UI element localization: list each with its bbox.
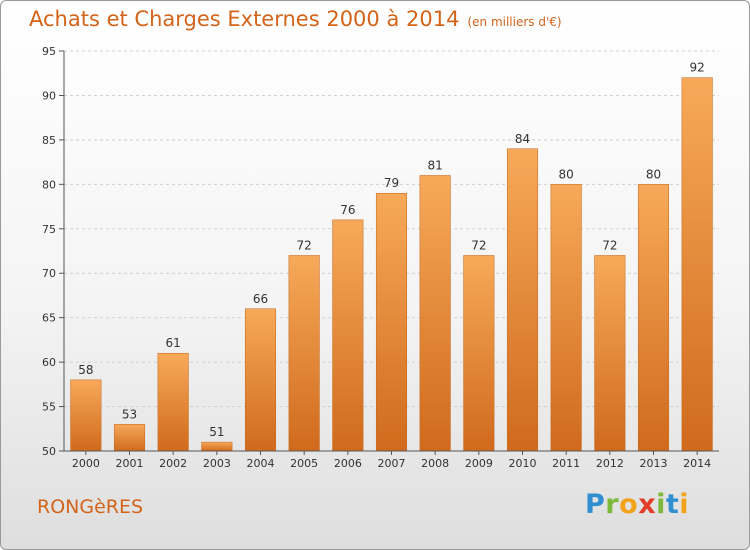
x-tick-label-2005: 2005 [290, 457, 318, 470]
bar-2006 [332, 219, 364, 452]
bar-2001 [113, 424, 146, 452]
y-tick-label: 90 [42, 89, 56, 102]
data-label-2007: 79 [384, 176, 399, 190]
bar-2005 [288, 255, 320, 452]
bars: 58 53 61 51 66 72 76 79 81 72 84 80 72 80 92 [70, 61, 713, 452]
y-tick-label: 85 [42, 134, 56, 147]
y-tick-label: 75 [42, 223, 56, 236]
x-tick-label-2000: 2000 [72, 457, 100, 470]
data-label-2014: 92 [690, 61, 705, 75]
bar-2002 [157, 352, 189, 452]
bar-2011 [550, 184, 582, 452]
x-tick-label-2002: 2002 [159, 457, 187, 470]
x-tick-label-2012: 2012 [596, 457, 624, 470]
x-axis: 2000 2001 2002 2003 2004 2005 2006 2007 2008 2009… [64, 450, 719, 470]
y-tick-label: 50 [42, 445, 56, 458]
bar-2003 [201, 441, 233, 452]
data-label-2008: 81 [428, 158, 443, 172]
bar-2004 [244, 308, 277, 452]
data-label-2006: 76 [340, 203, 355, 217]
x-tick-label-2001: 2001 [116, 457, 144, 470]
y-tick-label: 80 [42, 178, 56, 191]
x-tick-label-2013: 2013 [640, 457, 668, 470]
bar-2000 [70, 379, 102, 452]
x-tick-label-2008: 2008 [421, 457, 449, 470]
data-label-2004: 66 [253, 292, 268, 306]
x-tick-label-2007: 2007 [378, 457, 406, 470]
y-tick-label: 60 [42, 356, 56, 369]
x-tick-label-2010: 2010 [509, 457, 537, 470]
logo-letter: i [679, 489, 690, 520]
y-axis: 50 55 60 65 70 75 80 85 90 95 [42, 45, 65, 458]
logo-letter: t [665, 489, 680, 520]
logo-letter: x [638, 489, 657, 520]
data-label-2009: 72 [471, 238, 486, 252]
data-label-2002: 61 [166, 336, 181, 350]
bar-2009 [463, 255, 495, 452]
y-tick-label: 70 [42, 267, 56, 280]
y-tick-label: 95 [42, 45, 56, 58]
x-tick-label-2006: 2006 [334, 457, 362, 470]
bar-2014 [681, 77, 713, 452]
x-tick-label-2003: 2003 [203, 457, 231, 470]
place-name: RONGèRES [37, 496, 144, 518]
bar-2007 [375, 192, 408, 452]
bar-2013 [637, 184, 670, 452]
logo-letter: P [585, 489, 606, 520]
x-tick-label-2011: 2011 [552, 457, 580, 470]
bar-2012 [594, 255, 626, 452]
logo-letter: r [605, 489, 620, 520]
title-text: Achats et Charges Externes 2000 à 2014 [29, 7, 460, 31]
logo-letter: i [656, 489, 666, 520]
bar-2008 [419, 175, 451, 452]
data-label-2003: 51 [209, 425, 224, 439]
logo-letter: o [619, 489, 639, 520]
data-label-2010: 84 [515, 132, 530, 146]
x-tick-label-2014: 2014 [683, 457, 711, 470]
data-label-2011: 80 [559, 167, 574, 181]
x-tick-label-2009: 2009 [465, 457, 493, 470]
x-tick-label-2004: 2004 [247, 457, 275, 470]
bar-2010 [506, 148, 539, 452]
unit-note: (en milliers d'€) [467, 15, 562, 29]
y-tick-label: 65 [42, 312, 56, 325]
chart-title: Achats et Charges Externes 2000 à 2014 (e… [29, 7, 562, 31]
proxiti-logo: Proxiti [585, 489, 689, 520]
y-tick-label: 55 [42, 401, 56, 414]
data-label-2005: 72 [297, 238, 312, 252]
data-label-2000: 58 [78, 363, 93, 377]
data-label-2013: 80 [646, 167, 661, 181]
data-label-2001: 53 [122, 407, 137, 421]
data-label-2012: 72 [602, 238, 617, 252]
